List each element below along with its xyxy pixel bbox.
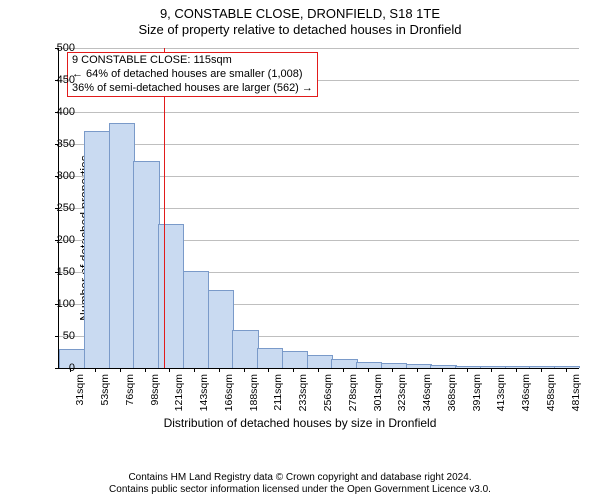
legend-line2: ← 64% of detached houses are smaller (1,… [72, 68, 313, 82]
histogram-bar [430, 365, 456, 368]
histogram-bar [381, 363, 407, 368]
title-description: Size of property relative to detached ho… [0, 22, 600, 38]
ytick-label: 100 [45, 298, 75, 310]
ytick-label: 250 [45, 202, 75, 214]
xtick-mark [343, 368, 344, 372]
plot-region: 9 CONSTABLE CLOSE: 115sqm← 64% of detach… [58, 48, 579, 369]
xtick-label: 436sqm [520, 374, 532, 418]
gridline [59, 48, 579, 49]
xtick-label: 233sqm [297, 374, 309, 418]
xtick-label: 368sqm [446, 374, 458, 418]
xtick-label: 121sqm [173, 374, 185, 418]
xtick-mark [368, 368, 369, 372]
xtick-label: 301sqm [372, 374, 384, 418]
attribution-footer: Contains HM Land Registry data © Crown c… [0, 472, 600, 496]
histogram-bar [331, 359, 357, 368]
xtick-label: 346sqm [421, 374, 433, 418]
chart-area: Number of detached properties 9 CONSTABL… [0, 38, 600, 438]
xtick-label: 188sqm [248, 374, 260, 418]
xtick-mark [541, 368, 542, 372]
histogram-bar [109, 123, 135, 368]
histogram-bar [480, 366, 506, 368]
footer-line-1: Contains HM Land Registry data © Crown c… [0, 472, 600, 484]
xtick-mark [318, 368, 319, 372]
xtick-label: 256sqm [322, 374, 334, 418]
xtick-label: 166sqm [223, 374, 235, 418]
histogram-bar [158, 224, 184, 368]
xtick-mark [169, 368, 170, 372]
xtick-mark [442, 368, 443, 372]
xtick-mark [417, 368, 418, 372]
ytick-label: 200 [45, 234, 75, 246]
histogram-bar [356, 362, 382, 368]
histogram-bar [406, 364, 432, 368]
histogram-bar [133, 161, 159, 368]
histogram-bar [554, 366, 580, 368]
xtick-label: 143sqm [198, 374, 210, 418]
xtick-label: 413sqm [495, 374, 507, 418]
histogram-bar [307, 355, 333, 368]
xtick-mark [516, 368, 517, 372]
legend-line3: 36% of semi-detached houses are larger (… [72, 82, 313, 96]
footer-line-2: Contains public sector information licen… [0, 484, 600, 496]
ytick-label: 450 [45, 74, 75, 86]
xtick-label: 53sqm [99, 374, 111, 418]
chart-title: 9, CONSTABLE CLOSE, DRONFIELD, S18 1TE S… [0, 0, 600, 39]
legend-line1: 9 CONSTABLE CLOSE: 115sqm [72, 54, 313, 68]
histogram-bar [257, 348, 283, 368]
xtick-label: 211sqm [272, 374, 284, 418]
xtick-label: 323sqm [396, 374, 408, 418]
ytick-label: 350 [45, 138, 75, 150]
ytick-label: 50 [45, 330, 75, 342]
xtick-label: 98sqm [149, 374, 161, 418]
histogram-bar [505, 366, 531, 368]
xtick-mark [70, 368, 71, 372]
gridline [59, 144, 579, 145]
xtick-mark [219, 368, 220, 372]
xtick-mark [467, 368, 468, 372]
ytick-label: 500 [45, 42, 75, 54]
xtick-label: 76sqm [124, 374, 136, 418]
xtick-label: 391sqm [471, 374, 483, 418]
xtick-mark [268, 368, 269, 372]
xtick-mark [392, 368, 393, 372]
xtick-label: 458sqm [545, 374, 557, 418]
histogram-bar [183, 271, 209, 368]
ytick-label: 300 [45, 170, 75, 182]
xtick-mark [566, 368, 567, 372]
ytick-label: 150 [45, 266, 75, 278]
xtick-mark [95, 368, 96, 372]
histogram-bar [232, 330, 258, 368]
legend-box: 9 CONSTABLE CLOSE: 115sqm← 64% of detach… [67, 52, 318, 97]
ytick-label: 400 [45, 106, 75, 118]
xtick-label: 278sqm [347, 374, 359, 418]
histogram-bar [84, 131, 110, 368]
histogram-bar [208, 290, 234, 368]
histogram-bar [455, 366, 481, 368]
x-axis-label: Distribution of detached houses by size … [0, 416, 600, 430]
title-address: 9, CONSTABLE CLOSE, DRONFIELD, S18 1TE [0, 6, 600, 22]
xtick-mark [293, 368, 294, 372]
xtick-mark [120, 368, 121, 372]
xtick-mark [244, 368, 245, 372]
histogram-bar [282, 351, 308, 368]
xtick-mark [194, 368, 195, 372]
xtick-label: 31sqm [74, 374, 86, 418]
gridline [59, 112, 579, 113]
xtick-mark [145, 368, 146, 372]
xtick-mark [491, 368, 492, 372]
histogram-bar [529, 366, 555, 368]
xtick-label: 481sqm [570, 374, 582, 418]
